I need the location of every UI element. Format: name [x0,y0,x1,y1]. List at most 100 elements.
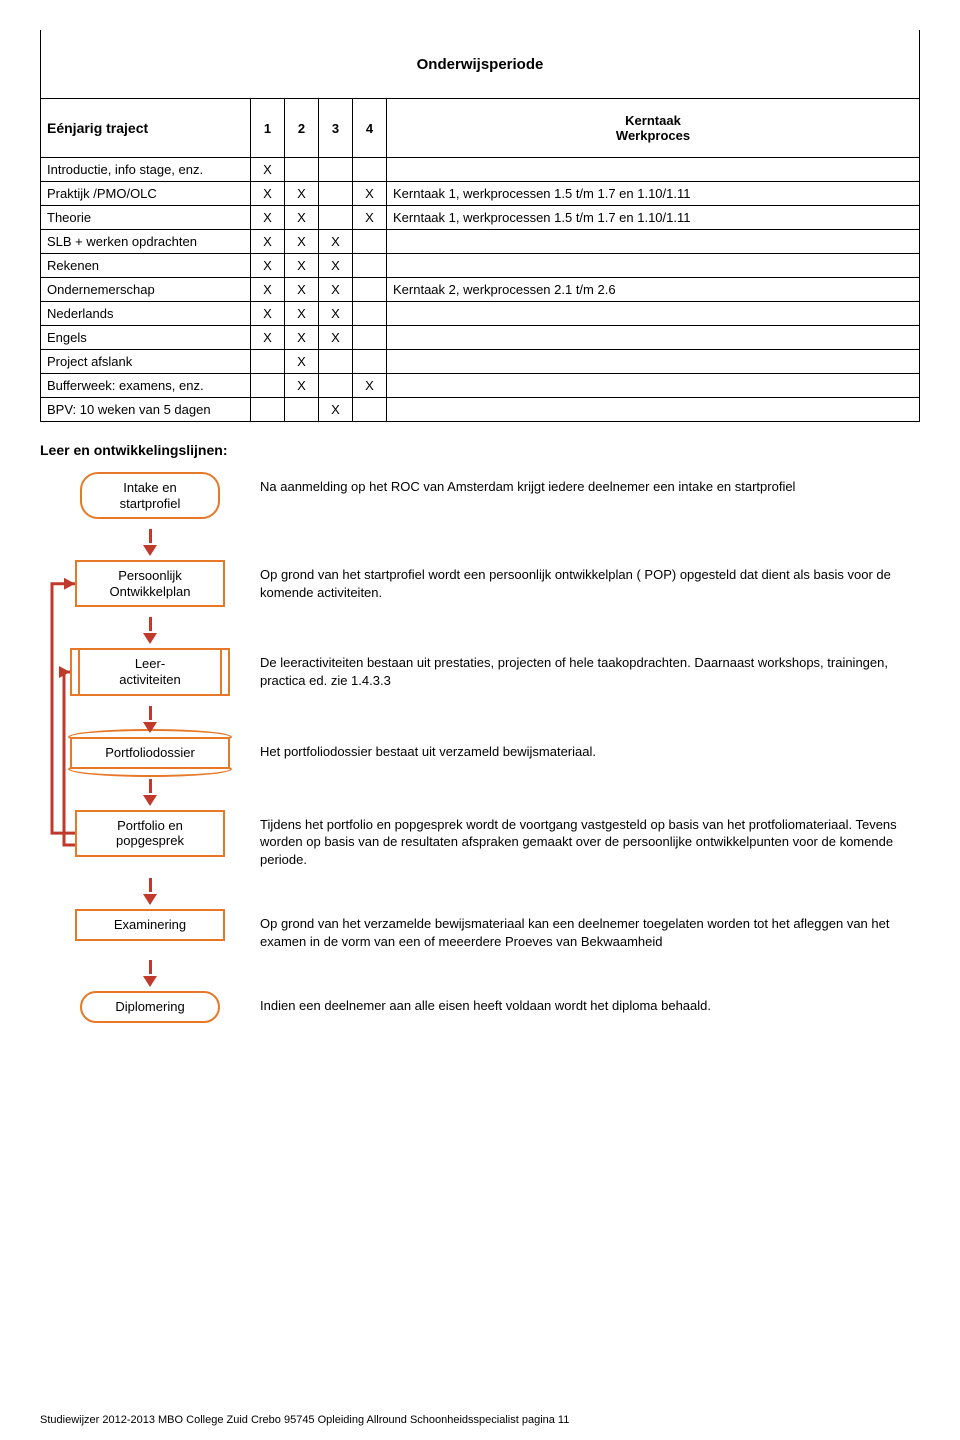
x-cell: X [251,302,285,326]
x-cell: X [285,326,319,350]
row-label: Theorie [41,206,251,230]
row-label: Engels [41,326,251,350]
kern-header: Kerntaak Werkproces [387,99,920,158]
x-cell [353,254,387,278]
x-cell: X [285,350,319,374]
period-4: 4 [353,99,387,158]
row-label: Ondernemerschap [41,278,251,302]
flow-row: Portfolio en popgesprekTijdens het portf… [40,810,920,869]
table-row: SLB + werken opdrachtenXXX [41,230,920,254]
flow-shape-3: Portfoliodossier [70,737,230,769]
row-desc [387,350,920,374]
x-cell [285,158,319,182]
col-label: Eénjarig traject [41,99,251,158]
flow-shape-wrap: Intake en startprofiel [40,472,260,519]
flow-shape-wrap: Portfoliodossier [40,737,260,769]
x-cell [319,206,353,230]
flow-row: Examinering Op grond van het verzamelde b… [40,909,920,950]
x-cell: X [251,206,285,230]
flow-desc-1: Op grond van het startprofiel wordt een … [260,560,920,601]
flow-shape-wrap: Diplomering [40,991,260,1023]
flow-row: Leer- activiteiten De leeractiviteiten be… [40,648,920,695]
row-desc [387,158,920,182]
x-cell: X [319,278,353,302]
table-row: RekenenXXX [41,254,920,278]
down-arrow [40,617,260,648]
period-1: 1 [251,99,285,158]
table-row: Introductie, info stage, enz.X [41,158,920,182]
down-arrow [40,878,260,909]
table-row: Bufferweek: examens, enz.XX [41,374,920,398]
x-cell: X [319,326,353,350]
table-row: Praktijk /PMO/OLCXXXKerntaak 1, werkproc… [41,182,920,206]
x-cell: X [353,206,387,230]
x-cell [319,158,353,182]
flow-shape-5: Examinering [75,909,225,941]
down-arrow [40,960,260,991]
flow-row: Portfoliodossier Het portfoliodossier bes… [40,737,920,769]
flow-shape-wrap: Leer- activiteiten [40,648,260,695]
table-row: OndernemerschapXXXKerntaak 2, werkproces… [41,278,920,302]
x-cell: X [251,182,285,206]
row-desc [387,302,920,326]
row-label: SLB + werken opdrachten [41,230,251,254]
period-2: 2 [285,99,319,158]
x-cell [353,158,387,182]
row-label: BPV: 10 weken van 5 dagen [41,398,251,422]
row-label: Introductie, info stage, enz. [41,158,251,182]
table-row: NederlandsXXX [41,302,920,326]
row-label: Praktijk /PMO/OLC [41,182,251,206]
flow-shape-4: Portfolio en popgesprek [75,810,225,857]
row-desc: Kerntaak 1, werkprocessen 1.5 t/m 1.7 en… [387,182,920,206]
x-cell [353,326,387,350]
section-heading: Leer en ontwikkelingslijnen: [40,442,920,458]
flow-shape-2: Leer- activiteiten [70,648,230,695]
flow-desc-6: Indien een deelnemer aan alle eisen heef… [260,991,920,1015]
down-arrow [40,779,260,810]
flow-desc-3: Het portfoliodossier bestaat uit verzame… [260,737,920,761]
flowchart: Intake en startprofielNa aanmelding op h… [40,472,920,1023]
x-cell [251,350,285,374]
x-cell [251,374,285,398]
x-cell [353,302,387,326]
x-cell: X [285,254,319,278]
schedule-table: Onderwijsperiode Eénjarig traject 1 2 3 … [40,30,920,422]
row-desc [387,254,920,278]
row-desc: Kerntaak 1, werkprocessen 1.5 t/m 1.7 en… [387,206,920,230]
x-cell [353,350,387,374]
row-desc [387,326,920,350]
x-cell [353,398,387,422]
x-cell [353,278,387,302]
table-row: BPV: 10 weken van 5 dagenX [41,398,920,422]
down-arrow [40,529,260,560]
flow-row: Diplomering Indien een deelnemer aan alle… [40,991,920,1023]
x-cell: X [285,206,319,230]
x-cell: X [319,230,353,254]
x-cell [319,350,353,374]
flow-desc-0: Na aanmelding op het ROC van Amsterdam k… [260,472,920,496]
x-cell [319,374,353,398]
page-footer: Studiewijzer 2012-2013 MBO College Zuid … [40,1414,569,1426]
table-row: EngelsXXX [41,326,920,350]
x-cell: X [285,278,319,302]
x-cell [353,230,387,254]
x-cell [319,182,353,206]
table-row: Project afslank X [41,350,920,374]
flow-desc-5: Op grond van het verzamelde bewijsmateri… [260,909,920,950]
x-cell: X [285,302,319,326]
x-cell: X [251,278,285,302]
flow-desc-2: De leeractiviteiten bestaan uit prestati… [260,648,920,689]
row-desc: Kerntaak 2, werkprocessen 2.1 t/m 2.6 [387,278,920,302]
row-label: Rekenen [41,254,251,278]
flow-shape-6: Diplomering [80,991,220,1023]
flow-row: Persoonlijk Ontwikkelplan Op grond van he… [40,560,920,607]
flow-shape-1: Persoonlijk Ontwikkelplan [75,560,225,607]
x-cell: X [251,254,285,278]
x-cell: X [319,254,353,278]
table-title: Onderwijsperiode [41,30,920,99]
period-3: 3 [319,99,353,158]
row-label: Project afslank [41,350,251,374]
x-cell: X [285,182,319,206]
flow-shape-wrap: Persoonlijk Ontwikkelplan [40,560,260,607]
row-label: Bufferweek: examens, enz. [41,374,251,398]
